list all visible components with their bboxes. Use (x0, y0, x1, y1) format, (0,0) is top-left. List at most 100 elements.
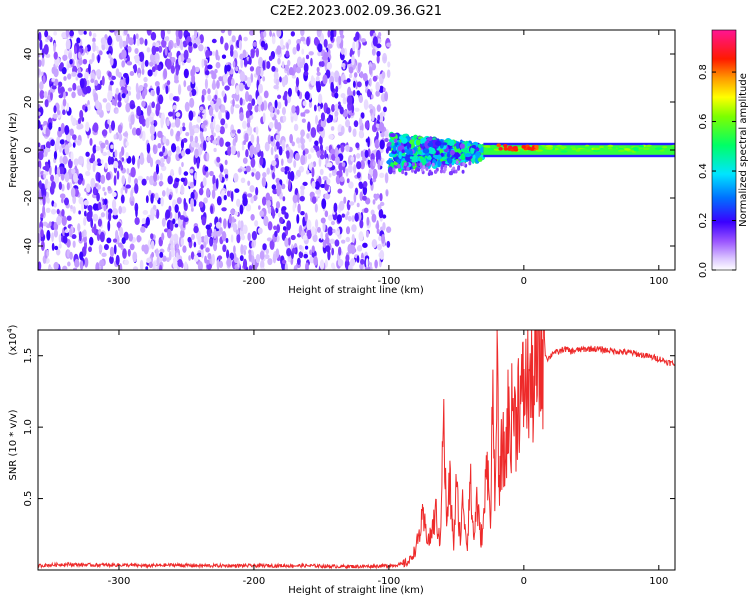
spectrogram-noise-cell (262, 112, 266, 123)
spectrogram-band-cell (396, 159, 401, 164)
spectrogram-noise-cell (136, 92, 141, 100)
spectrogram-noise-cell (237, 129, 241, 134)
spectrogram-noise-cell (155, 265, 158, 270)
spectrogram-band-cell (446, 152, 451, 158)
spectrogram-noise-cell (338, 246, 342, 256)
spectrogram-noise-cell (150, 112, 155, 118)
spectrogram-noise-cell (144, 38, 148, 46)
spectrogram-noise-cell (346, 178, 350, 184)
spectrogram-noise-cell (190, 191, 195, 201)
spectrogram-noise-cell (113, 244, 117, 255)
spectrogram-noise-cell (286, 150, 290, 159)
spectrogram-noise-cell (191, 65, 196, 74)
spectrogram-noise-cell (359, 219, 364, 229)
spectrogram-noise-cell (103, 243, 109, 251)
spectrogram-noise-cell (121, 237, 126, 245)
spectrogram-noise-cell (53, 202, 57, 208)
spectrogram-noise-cell (95, 262, 100, 270)
spectrogram-noise-cell (319, 168, 324, 176)
spectrogram-noise-cell (271, 160, 277, 167)
spectrogram-noise-cell (201, 88, 207, 96)
spectrogram-noise-cell (320, 217, 326, 224)
spectrogram-noise-cell (251, 168, 257, 173)
spectrogram-noise-cell (324, 149, 327, 160)
spectrogram-noise-cell (277, 101, 282, 110)
spectrogram-noise-cell (224, 85, 230, 91)
spectrogram-noise-cell (205, 49, 210, 59)
spectrogram-noise-cell (180, 184, 184, 195)
spectrogram-band-cell (409, 150, 413, 156)
spectrogram-noise-cell (312, 77, 316, 87)
spectrogram-noise-cell (225, 238, 229, 243)
spectrogram-noise-cell (254, 105, 259, 113)
spectrogram-noise-cell (100, 159, 104, 164)
spectrogram-noise-cell (104, 198, 108, 205)
spectrogram-noise-cell (51, 66, 56, 75)
spectrogram-noise-cell (161, 217, 166, 227)
spectrogram-noise-cell (181, 161, 184, 168)
spectrogram-noise-cell (311, 196, 317, 204)
spectrogram-noise-cell (376, 131, 379, 140)
spectrogram-noise-cell (53, 150, 58, 160)
spectrogram-noise-cell (125, 141, 129, 147)
spectrogram-carrier-cell (546, 147, 554, 150)
spectrogram-noise-cell (321, 198, 327, 210)
spectrogram-noise-cell (311, 166, 315, 178)
spectrogram-noise-cell (177, 259, 183, 268)
spectrogram-noise-cell (218, 110, 222, 120)
spectrogram-noise-cell (173, 42, 177, 49)
spectrogram-noise-cell (168, 251, 172, 261)
spectrogram-noise-cell (371, 239, 378, 249)
spectrogram-noise-cell (292, 194, 298, 204)
spectrogram-noise-cell (297, 143, 302, 149)
spectrogram-noise-cell (156, 58, 160, 66)
spectrogram-noise-cell (193, 128, 200, 134)
spectrogram-noise-cell (79, 78, 85, 89)
spectrogram-noise-cell (151, 251, 155, 258)
spectrogram-noise-cell (286, 248, 292, 257)
spectrogram-noise-cell (38, 104, 41, 109)
spectrogram-noise-cell (310, 147, 315, 153)
spectrogram-noise-cell (281, 206, 287, 212)
spectrogram-noise-cell (109, 57, 114, 66)
spectrogram-noise-cell (349, 201, 355, 206)
spectrogram-noise-cell (86, 79, 90, 86)
spectrogram-noise-cell (88, 246, 92, 253)
spectrogram-noise-cell (53, 31, 58, 36)
spectrogram-noise-cell (115, 109, 119, 114)
spectrogram-noise-cell (160, 196, 164, 207)
spectrogram-noise-cell (214, 102, 219, 113)
spectrogram-noise-cell (71, 134, 77, 141)
spectrogram-scatter-cell (419, 162, 423, 167)
spectrogram-noise-cell (219, 172, 223, 183)
spectrogram-noise-cell (382, 214, 387, 219)
spectrogram-noise-cell (271, 208, 276, 219)
spectrogram-noise-cell (341, 162, 346, 167)
spectrogram-noise-cell (293, 265, 298, 270)
spectrogram-noise-cell (129, 71, 135, 76)
spectrogram-noise-cell (287, 87, 292, 97)
spectrogram-noise-cell (352, 41, 356, 52)
colorbar-ticks: 0.0 0.2 0.4 0.6 0.8 (698, 64, 736, 278)
spectrogram-scatter-cell (410, 168, 414, 173)
spectrogram-noise-cell (88, 63, 91, 75)
spectrogram-noise-cell (182, 138, 188, 143)
spectrogram-noise-cell (185, 132, 190, 137)
spectrogram-noise-cell (107, 90, 113, 102)
spectrogram-noise-cell (72, 82, 77, 91)
spectrogram-noise-cell (340, 47, 345, 55)
spectrogram-noise-cell (274, 230, 278, 238)
spectrogram-y-tick-label: 20 (23, 96, 34, 109)
spectrogram-noise-cell (107, 71, 112, 78)
spectrogram-noise-cell (284, 64, 290, 72)
spectrogram-noise-cell (155, 163, 160, 175)
spectrogram-noise-cell (334, 110, 339, 117)
spectrogram-noise-cell (255, 186, 259, 196)
spectrogram-noise-cell (215, 178, 219, 189)
spectrogram-noise-cell (110, 120, 116, 131)
spectrogram-noise-cell (53, 261, 59, 270)
spectrogram-noise-cell (95, 69, 102, 77)
spectrogram-noise-cell (284, 262, 288, 270)
spectrogram-noise-cell (161, 190, 166, 197)
spectrogram-carrier-cell (623, 148, 631, 151)
